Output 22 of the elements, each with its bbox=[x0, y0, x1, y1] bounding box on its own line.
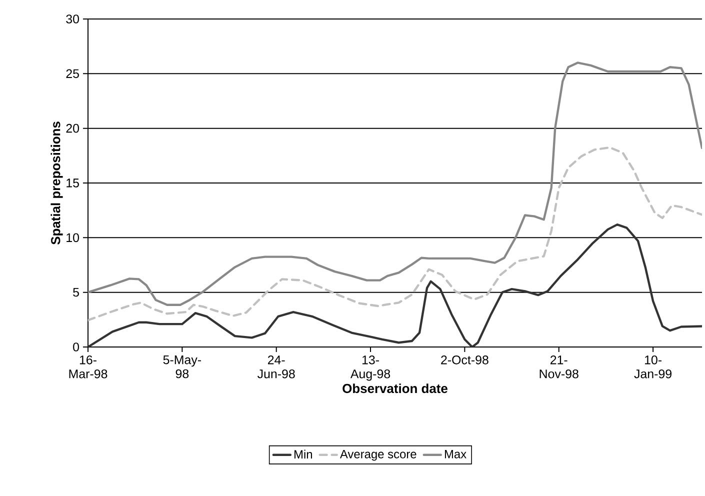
y-tick-label: 20 bbox=[66, 124, 80, 133]
line-series bbox=[88, 223, 702, 347]
y-tick-label: 0 bbox=[73, 342, 80, 352]
x-tick-label: 10-Jan-99 bbox=[634, 356, 672, 378]
x-axis-title: Observation date bbox=[342, 384, 448, 394]
x-tick-label: 13-Aug-98 bbox=[350, 356, 390, 381]
x-tick-label: 5-May-98 bbox=[163, 356, 201, 378]
y-tick-label: 25 bbox=[66, 69, 79, 78]
x-tick-label: 16-Mar-98 bbox=[69, 356, 108, 378]
y-tick-label: 5 bbox=[73, 288, 79, 297]
legend-label: Min bbox=[294, 450, 312, 458]
legend-label: Average score bbox=[340, 450, 416, 461]
y-tick-label: 10 bbox=[66, 233, 80, 242]
line-series bbox=[88, 146, 702, 322]
y-axis-title: Spatial prepositions bbox=[50, 122, 63, 245]
x-tick-label: 2-Oct-98 bbox=[441, 356, 488, 364]
y-tick-label: 30 bbox=[66, 14, 80, 24]
line-series bbox=[88, 62, 702, 306]
y-tick-label: 15 bbox=[66, 178, 79, 188]
x-tick-label: 21-Nov-98 bbox=[540, 356, 578, 378]
legend-label: Max bbox=[444, 450, 466, 458]
x-tick-label: 24-Jun-98 bbox=[257, 356, 295, 378]
